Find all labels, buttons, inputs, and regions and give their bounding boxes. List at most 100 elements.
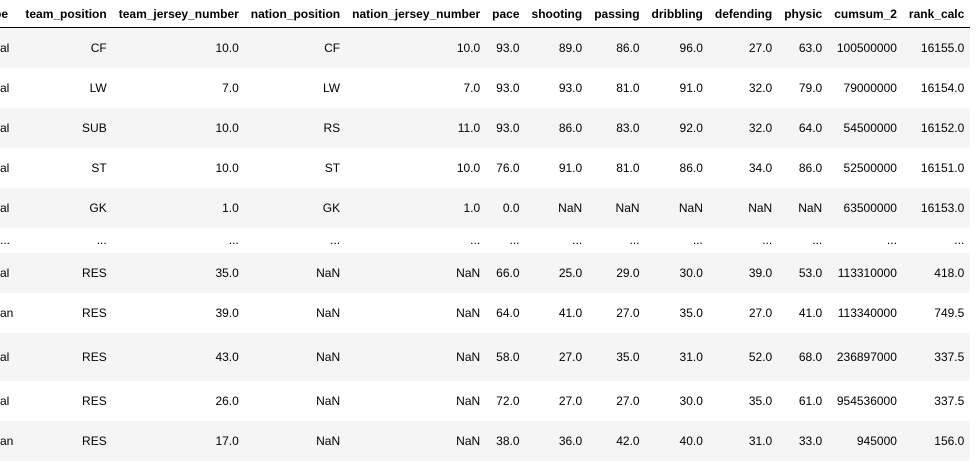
table-cell: 113340000: [828, 292, 903, 333]
table-cell: 93.0: [486, 107, 526, 148]
table-cell: 79.0: [778, 67, 829, 108]
table-cell: 337.5: [902, 380, 971, 421]
table-cell: 7.0: [112, 67, 245, 108]
table-cell: RES: [19, 252, 113, 293]
table-cell: ...: [19, 227, 113, 253]
table-cell: SUB: [19, 107, 113, 148]
table-cell: 39.0: [708, 252, 779, 293]
table-cell: NaN: [346, 292, 487, 333]
table-row: al CF 10.0 CF 10.0 93.0 89.0 86.0 96.0 27.0 63.0 10…: [0, 27, 971, 68]
column-header: cumsum_2: [828, 0, 903, 28]
table-row: al RES 26.0 NaN NaN 72.0 27.0 27.0 30.0 35.0 61.0 9…: [0, 380, 971, 421]
table-cell: 63500000: [828, 187, 903, 228]
table-cell: GK: [19, 187, 113, 228]
table-cell: al: [0, 332, 20, 381]
table-cell: 93.0: [486, 27, 526, 68]
table-cell: 16155.0: [902, 27, 971, 68]
table-cell: 27.0: [525, 332, 589, 381]
column-header: team_jersey_number: [112, 0, 245, 28]
column-header: shooting: [525, 0, 589, 28]
table-cell: RES: [19, 380, 113, 421]
table-cell: 29.0: [588, 252, 646, 293]
table-cell: ...: [525, 227, 589, 253]
table-cell: 72.0: [486, 380, 526, 421]
table-cell: 31.0: [708, 420, 779, 461]
table-cell: 25.0: [525, 252, 589, 293]
table-row: al LW 7.0 LW 7.0 93.0 93.0 81.0 91.0 32.0 79.0 7900…: [0, 67, 971, 108]
table-cell: 43.0: [112, 332, 245, 381]
table-cell: 81.0: [588, 147, 646, 188]
table-cell: an: [0, 420, 20, 461]
column-header: pe: [0, 0, 20, 28]
table-cell: 0.0: [486, 187, 526, 228]
table-cell: 1.0: [346, 187, 487, 228]
table-cell: 16151.0: [902, 147, 971, 188]
table-row: al ST 10.0 ST 10.0 76.0 91.0 81.0 86.0 34.0 86.0 52…: [0, 147, 971, 188]
table-cell: 86.0: [778, 147, 829, 188]
table-row: al SUB 10.0 RS 11.0 93.0 86.0 83.0 92.0 32.0 64.0 5…: [0, 107, 971, 148]
table-cell: 10.0: [346, 147, 487, 188]
table-cell: 64.0: [486, 292, 526, 333]
table-cell: al: [0, 67, 20, 108]
table-cell: 63.0: [778, 27, 829, 68]
table-cell: 42.0: [588, 420, 646, 461]
table-cell: 27.0: [525, 380, 589, 421]
table-cell: 41.0: [525, 292, 589, 333]
table-row: an RES 17.0 NaN NaN 38.0 36.0 42.0 40.0 31.0 33.0 9…: [0, 420, 971, 461]
header-row: pe team_position team_jersey_number nati…: [0, 0, 971, 28]
table-cell: 156.0: [902, 420, 971, 461]
table-cell: al: [0, 147, 20, 188]
table-cell: 27.0: [588, 292, 646, 333]
table-cell: LW: [19, 67, 113, 108]
table-cell: 76.0: [486, 147, 526, 188]
table-cell: 92.0: [645, 107, 709, 148]
table-cell: ...: [346, 227, 487, 253]
table-cell: 53.0: [778, 252, 829, 293]
ellipsis-row: .......................................: [0, 227, 971, 253]
table-cell: 81.0: [588, 67, 646, 108]
table-cell: ...: [708, 227, 779, 253]
table-cell: al: [0, 187, 20, 228]
table-cell: LW: [244, 67, 347, 108]
table-cell: NaN: [346, 332, 487, 381]
table-cell: 7.0: [346, 67, 487, 108]
table-cell: ...: [112, 227, 245, 253]
table-cell: 10.0: [112, 147, 245, 188]
column-header: nation_jersey_number: [346, 0, 487, 28]
table-cell: 91.0: [645, 67, 709, 108]
table-cell: 79000000: [828, 67, 903, 108]
table-cell: 96.0: [645, 27, 709, 68]
table-cell: 93.0: [525, 67, 589, 108]
table-cell: ...: [902, 227, 971, 253]
table-cell: 86.0: [645, 147, 709, 188]
table-cell: ...: [0, 227, 20, 253]
table-cell: ...: [828, 227, 903, 253]
table-cell: 10.0: [112, 107, 245, 148]
table-cell: NaN: [588, 187, 646, 228]
table-cell: 61.0: [778, 380, 829, 421]
table-cell: 17.0: [112, 420, 245, 461]
table-cell: 34.0: [708, 147, 779, 188]
table-cell: 86.0: [588, 27, 646, 68]
table-cell: 32.0: [708, 67, 779, 108]
table-cell: 954536000: [828, 380, 903, 421]
table-cell: NaN: [346, 420, 487, 461]
table-cell: 26.0: [112, 380, 245, 421]
table-cell: ...: [588, 227, 646, 253]
table-cell: an: [0, 292, 20, 333]
table-cell: NaN: [346, 252, 487, 293]
table-cell: NaN: [645, 187, 709, 228]
table-cell: 68.0: [778, 332, 829, 381]
table-cell: 30.0: [645, 252, 709, 293]
table-cell: 16152.0: [902, 107, 971, 148]
table-cell: 38.0: [486, 420, 526, 461]
table-cell: 10.0: [112, 27, 245, 68]
table-cell: NaN: [244, 332, 347, 381]
table-cell: NaN: [244, 380, 347, 421]
table-cell: 35.0: [112, 252, 245, 293]
table-cell: RES: [19, 420, 113, 461]
table-cell: 40.0: [645, 420, 709, 461]
table-cell: 113310000: [828, 252, 903, 293]
table-cell: 83.0: [588, 107, 646, 148]
